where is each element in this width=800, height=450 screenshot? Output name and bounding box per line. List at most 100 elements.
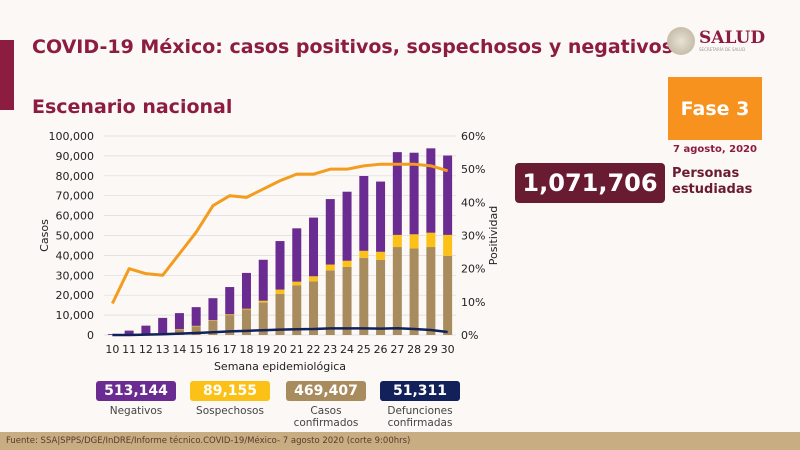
salud-logo: SALUD SECRETARÍA DE SALUD [667,27,765,55]
bar-sospechosos [426,232,436,248]
y-tick-label: 0 [87,329,94,342]
x-tick-label: 29 [424,343,438,356]
studied-label: Personas estudiadas [672,166,752,198]
y-tick-label: 80,000 [56,170,95,183]
report-date: 7 agosto, 2020 [673,144,757,155]
studied-label-line2: estudiadas [672,182,753,197]
bar-sospechosos [409,234,419,249]
bar-negativos [191,307,201,326]
bar-casos-confirmados [342,266,352,335]
x-tick-label: 16 [206,343,220,356]
y2-tick-label: 50% [461,163,485,176]
stat-sospechosos: 89,155 Sospechosos [190,381,270,417]
x-tick-label: 28 [407,343,421,356]
bar-negativos [208,298,218,321]
bar-negativos [292,228,302,282]
studied-count: 1,071,706 [515,163,665,203]
bar-sospechosos [325,264,335,271]
bar-sospechosos [443,234,453,256]
bar-negativos [325,199,335,265]
y2-tick-label: 20% [461,263,485,276]
bar-negativos [426,148,436,233]
logo-subtext: SECRETARÍA DE SALUD [699,47,746,52]
x-tick-label: 21 [290,343,304,356]
bar-negativos [225,287,235,315]
x-tick-label: 11 [122,343,136,356]
line-positividad [111,162,449,305]
bar-negativos [275,241,285,290]
x-tick-label: 24 [340,343,354,356]
bar-casos-confirmados [376,259,386,335]
bar-casos-confirmados [426,247,436,335]
bar-casos-confirmados [392,247,402,335]
bar-negativos [443,155,453,235]
bar-casos-confirmados [208,320,218,335]
stat-value: 51,311 [380,381,460,401]
bar-sospechosos [208,320,218,321]
bar-sospechosos [241,308,251,310]
page-subtitle: Escenario nacional [32,96,233,118]
y-tick-label: 70,000 [56,190,95,203]
line-defunciones-confirmadas [112,326,448,337]
bar-casos-confirmados [443,255,453,335]
x-tick-label: 26 [374,343,388,356]
bar-casos-confirmados [275,293,285,335]
bar-negativos [258,259,268,301]
seal-icon [667,27,695,55]
bar-negativos [409,152,419,235]
stat-negativos: 513,144 Negativos [96,381,176,417]
bar-negativos [309,217,319,277]
y-tick-label: 10,000 [56,309,95,322]
bar-sospechosos [392,234,402,248]
bar-casos-confirmados [174,329,184,335]
x-axis-label: Semana epidemiológica [214,360,346,373]
bar-casos-confirmados [258,302,268,335]
phase-badge: Fase 3 [668,77,762,140]
y-tick-label: 50,000 [56,230,95,243]
stat-defunciones-confirmadas: 51,311 Defunciones confirmadas [380,381,460,429]
bar-negativos [392,152,402,235]
x-tick-label: 23 [323,343,337,356]
x-tick-label: 10 [105,343,119,356]
y-tick-label: 30,000 [56,269,95,282]
bar-sospechosos [225,314,235,316]
bar-sospechosos [191,325,201,327]
stat-value: 469,407 [286,381,366,401]
bar-sospechosos [309,276,319,282]
bar-negativos [359,175,369,251]
y-axis-label: Casos [38,219,51,252]
bar-negativos [174,313,184,330]
y2-tick-label: 60% [461,130,485,143]
stat-label: Defunciones confirmadas [387,405,453,429]
page-title: COVID-19 México: casos positivos, sospec… [32,36,673,58]
x-tick-label: 13 [156,343,170,356]
title-accent-bar [0,40,14,110]
stat-value: 89,155 [190,381,270,401]
bar-negativos [158,317,168,334]
y-tick-label: 40,000 [56,249,95,262]
bar-casos-confirmados [409,248,419,335]
studied-label-line1: Personas [672,166,740,181]
bar-sospechosos [292,281,302,286]
bar-sospechosos [275,289,285,294]
stat-label: Negativos [109,405,163,417]
stat-casos-confirmados: 469,407 Casos confirmados [286,381,366,429]
x-tick-label: 12 [139,343,153,356]
bar-negativos [124,330,134,335]
bar-casos-confirmados [292,285,302,335]
bar-sospechosos [258,300,268,303]
bar-sospechosos [376,251,386,260]
x-tick-label: 27 [390,343,404,356]
x-tick-label: 25 [357,343,371,356]
y2-axis-label: Positividad [487,206,500,265]
stat-value: 513,144 [96,381,176,401]
x-tick-label: 17 [223,343,237,356]
bar-casos-confirmados [225,315,235,335]
bar-casos-confirmados [325,270,335,335]
y2-tick-label: 40% [461,196,485,209]
bar-sospechosos [342,260,352,267]
logo-text: SALUD [699,28,766,48]
x-tick-label: 15 [189,343,203,356]
y2-tick-label: 0% [461,329,478,342]
bar-negativos [141,325,151,335]
